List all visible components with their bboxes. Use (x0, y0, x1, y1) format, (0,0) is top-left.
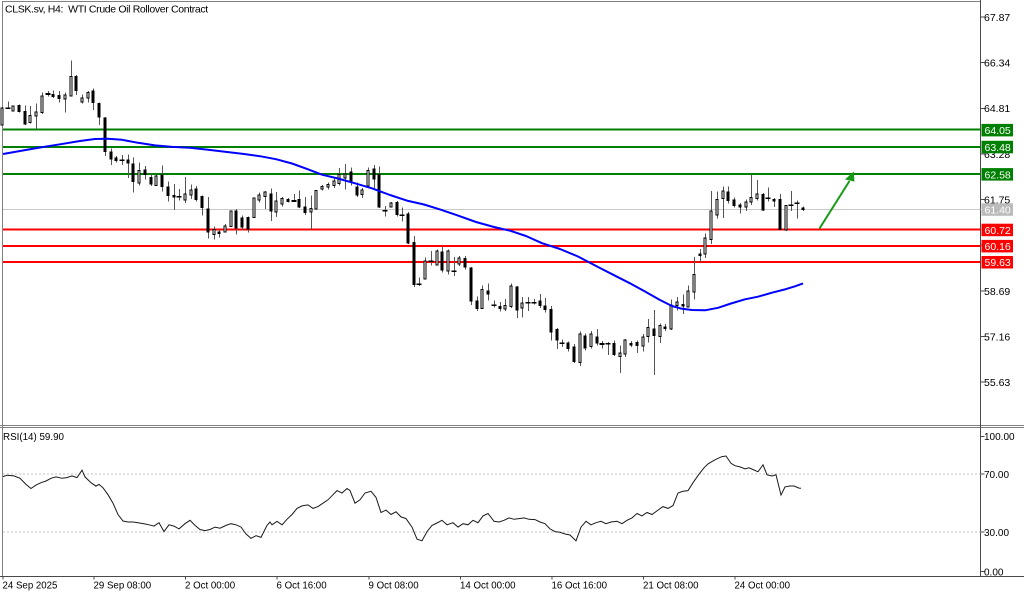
svg-text:59.63: 59.63 (985, 257, 1011, 269)
svg-text:57.16: 57.16 (984, 331, 1010, 343)
svg-text:60.72: 60.72 (985, 225, 1011, 237)
svg-text:66.34: 66.34 (984, 58, 1010, 70)
svg-text:63.48: 63.48 (985, 142, 1011, 154)
svg-text:14 Oct 00:00: 14 Oct 00:00 (460, 581, 516, 592)
svg-text:24 Sep 2025: 24 Sep 2025 (3, 581, 58, 592)
svg-text:2 Oct 00:00: 2 Oct 00:00 (185, 581, 236, 592)
svg-text:55.63: 55.63 (984, 377, 1010, 389)
svg-text:58.69: 58.69 (984, 286, 1010, 298)
svg-text:70.00: 70.00 (984, 470, 1009, 481)
svg-text:29 Sep 08:00: 29 Sep 08:00 (94, 581, 152, 592)
svg-text:0.00: 0.00 (984, 567, 1004, 578)
svg-text:6 Oct 16:00: 6 Oct 16:00 (277, 581, 328, 592)
svg-text:64.05: 64.05 (985, 125, 1011, 137)
svg-text:21 Oct 08:00: 21 Oct 08:00 (643, 581, 699, 592)
svg-text:16 Oct 16:00: 16 Oct 16:00 (552, 581, 608, 592)
svg-text:24 Oct 00:00: 24 Oct 00:00 (735, 581, 791, 592)
svg-text:CLSK.sv, H4: WTI Crude Oil Ro: CLSK.sv, H4: WTI Crude Oil Rollover Cont… (5, 4, 208, 16)
svg-text:64.81: 64.81 (984, 103, 1010, 115)
svg-text:60.16: 60.16 (985, 241, 1011, 253)
svg-text:62.58: 62.58 (985, 169, 1011, 181)
svg-text:30.00: 30.00 (984, 528, 1009, 539)
svg-text:9 Oct 08:00: 9 Oct 08:00 (369, 581, 420, 592)
svg-text:100.00: 100.00 (984, 432, 1015, 443)
svg-text:61.40: 61.40 (985, 205, 1011, 217)
svg-text:67.87: 67.87 (984, 12, 1010, 24)
svg-text:RSI(14) 59.90: RSI(14) 59.90 (3, 432, 65, 443)
